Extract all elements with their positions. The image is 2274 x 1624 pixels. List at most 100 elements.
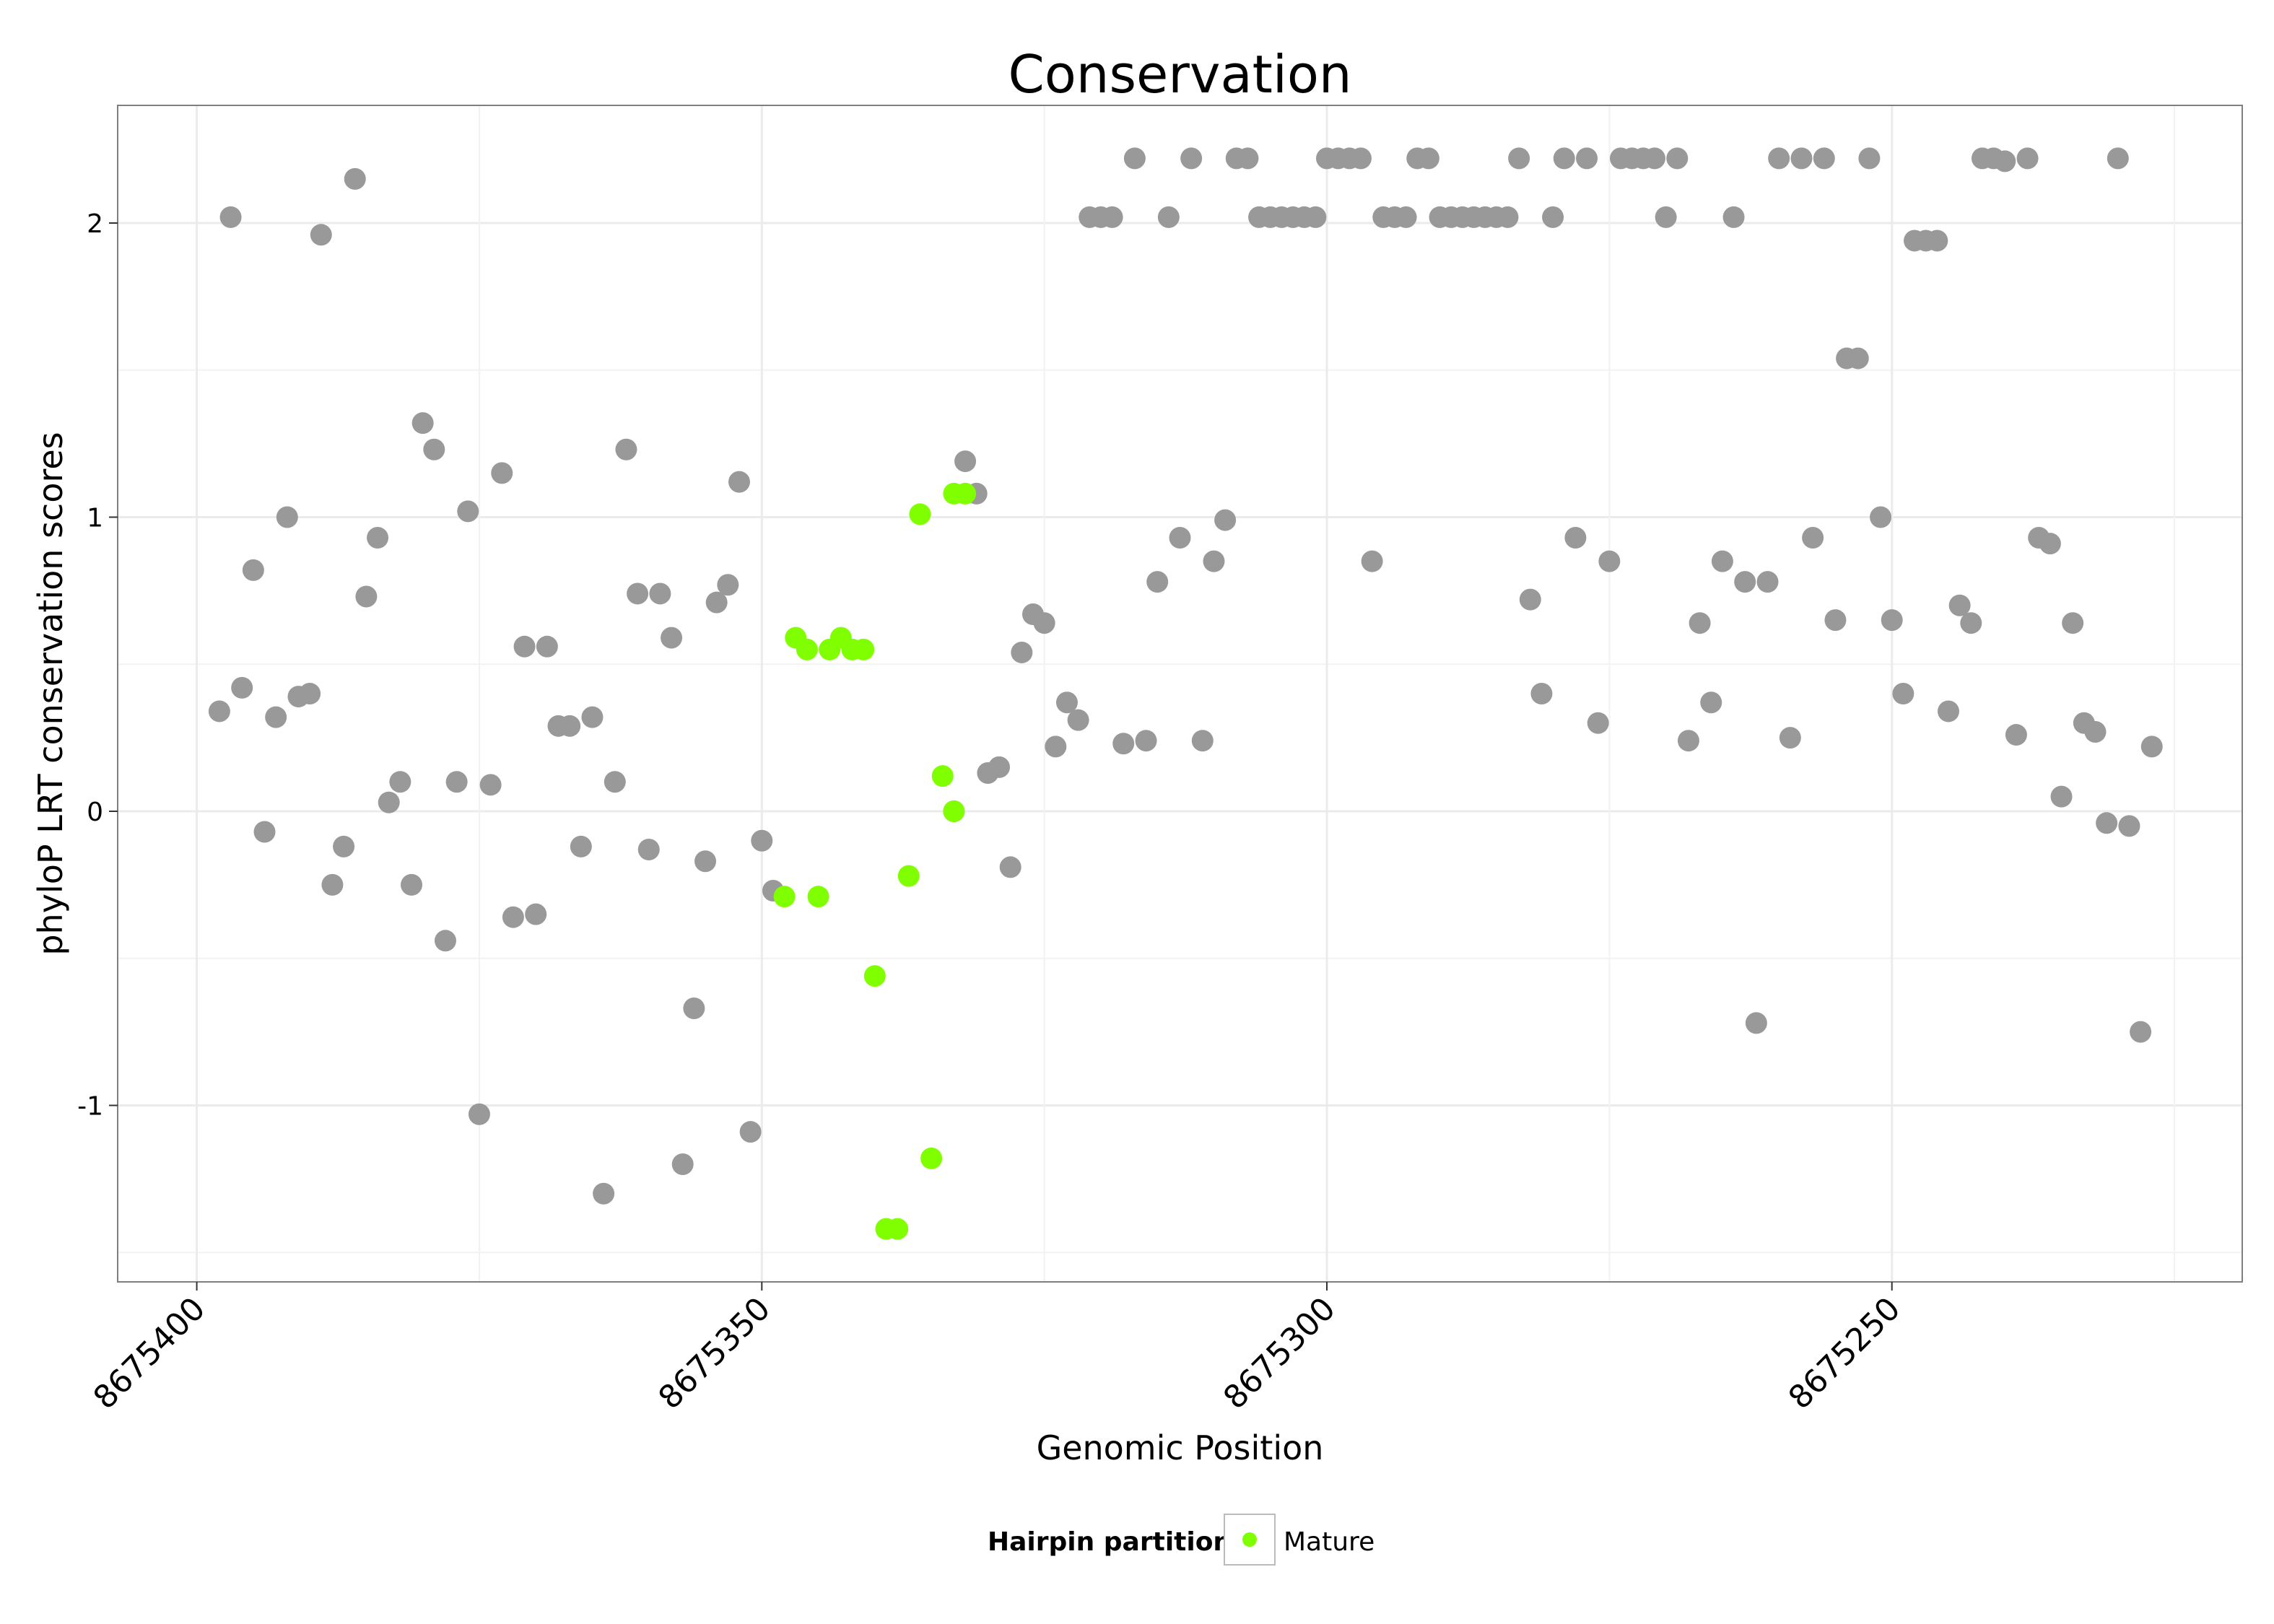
y-tick-label: -1 bbox=[77, 1092, 103, 1122]
data-point bbox=[954, 450, 977, 473]
legend-label-mature: Mature bbox=[1284, 1527, 1375, 1557]
plot-panel-border bbox=[117, 105, 2243, 1283]
data-point bbox=[1067, 709, 1089, 731]
data-point bbox=[999, 856, 1021, 878]
data-point bbox=[2050, 785, 2073, 808]
data-point bbox=[1349, 147, 1372, 170]
data-point bbox=[1937, 700, 1959, 722]
data-point-mature bbox=[943, 800, 965, 822]
data-point bbox=[1824, 609, 1847, 632]
data-point bbox=[570, 835, 592, 857]
data-point bbox=[1542, 206, 1564, 228]
data-point-mature bbox=[897, 865, 920, 887]
data-point bbox=[2039, 533, 2061, 555]
data-point bbox=[1304, 206, 1327, 228]
data-point bbox=[1361, 550, 1383, 572]
data-point bbox=[1881, 609, 1903, 632]
data-point bbox=[1508, 147, 1530, 170]
data-point bbox=[2016, 147, 2039, 170]
data-point bbox=[1960, 612, 1982, 634]
data-point bbox=[1768, 147, 1790, 170]
data-point bbox=[434, 930, 456, 952]
data-point bbox=[1948, 594, 1971, 616]
data-point bbox=[1395, 206, 1417, 228]
data-point-mature bbox=[773, 886, 796, 908]
data-point bbox=[694, 850, 717, 873]
data-point bbox=[717, 574, 739, 596]
data-point bbox=[1180, 147, 1203, 170]
data-point bbox=[1587, 712, 1609, 734]
data-point bbox=[1870, 506, 1892, 528]
data-point bbox=[1112, 733, 1135, 755]
data-point bbox=[1191, 730, 1214, 752]
data-point bbox=[1101, 206, 1123, 228]
data-point bbox=[367, 527, 389, 549]
y-tick-label: 2 bbox=[87, 209, 103, 239]
data-point bbox=[1598, 550, 1621, 572]
data-point bbox=[627, 582, 649, 605]
data-point bbox=[253, 821, 276, 843]
data-point bbox=[728, 471, 750, 493]
data-point bbox=[2084, 720, 2107, 743]
legend-swatch-mature bbox=[1242, 1532, 1257, 1547]
data-point bbox=[1655, 206, 1677, 228]
data-point bbox=[615, 438, 637, 460]
data-point bbox=[344, 167, 366, 190]
data-point bbox=[1135, 730, 1157, 752]
data-point bbox=[525, 903, 547, 925]
data-point bbox=[1553, 147, 1575, 170]
data-point bbox=[479, 774, 502, 796]
data-point bbox=[276, 506, 298, 528]
data-points bbox=[208, 147, 2163, 1240]
data-point bbox=[378, 791, 400, 813]
data-point bbox=[1711, 550, 1733, 572]
data-point-mature bbox=[954, 482, 977, 505]
x-tick-label: 8675300 bbox=[1216, 1291, 1343, 1417]
data-point bbox=[671, 1153, 694, 1175]
data-point bbox=[1169, 527, 1191, 549]
data-point bbox=[2005, 724, 2027, 746]
data-point bbox=[2130, 1021, 2152, 1043]
data-point-mature bbox=[931, 765, 954, 787]
data-point bbox=[1926, 230, 1948, 252]
data-point bbox=[705, 591, 728, 614]
data-point bbox=[445, 771, 468, 793]
data-point bbox=[2118, 815, 2140, 837]
x-axis-title: Genomic Position bbox=[1037, 1428, 1324, 1467]
data-point bbox=[559, 715, 581, 737]
data-point bbox=[423, 438, 445, 460]
data-point bbox=[299, 683, 321, 704]
data-point bbox=[1689, 612, 1711, 634]
data-point bbox=[513, 635, 536, 658]
data-point bbox=[208, 700, 230, 722]
data-point-mature bbox=[920, 1147, 943, 1169]
data-point bbox=[1576, 147, 1598, 170]
y-axis-title: phyloP LRT conservation scores bbox=[31, 432, 70, 955]
data-point bbox=[1237, 147, 1259, 170]
data-point bbox=[1756, 571, 1779, 593]
data-point bbox=[683, 997, 705, 1020]
data-point bbox=[1666, 147, 1689, 170]
data-point bbox=[1779, 727, 1801, 749]
data-point bbox=[321, 873, 344, 896]
data-point bbox=[310, 224, 332, 246]
y-tick-label: 0 bbox=[87, 798, 103, 827]
x-tick-label: 8675400 bbox=[87, 1291, 213, 1417]
data-point-mature bbox=[853, 638, 875, 660]
data-point bbox=[1802, 527, 1824, 549]
data-point bbox=[593, 1182, 615, 1205]
data-point bbox=[649, 582, 671, 605]
data-point bbox=[389, 771, 411, 793]
data-point bbox=[604, 771, 626, 793]
data-point bbox=[1892, 683, 1914, 704]
data-point bbox=[1994, 150, 2016, 173]
data-point bbox=[1157, 206, 1180, 228]
data-point bbox=[1417, 147, 1439, 170]
legend: Hairpin partition Mature bbox=[988, 1514, 1375, 1566]
data-point bbox=[1011, 641, 1033, 663]
legend-title: Hairpin partition bbox=[988, 1527, 1232, 1557]
data-point bbox=[739, 1121, 762, 1143]
data-point bbox=[468, 1103, 490, 1125]
data-point bbox=[661, 627, 683, 649]
